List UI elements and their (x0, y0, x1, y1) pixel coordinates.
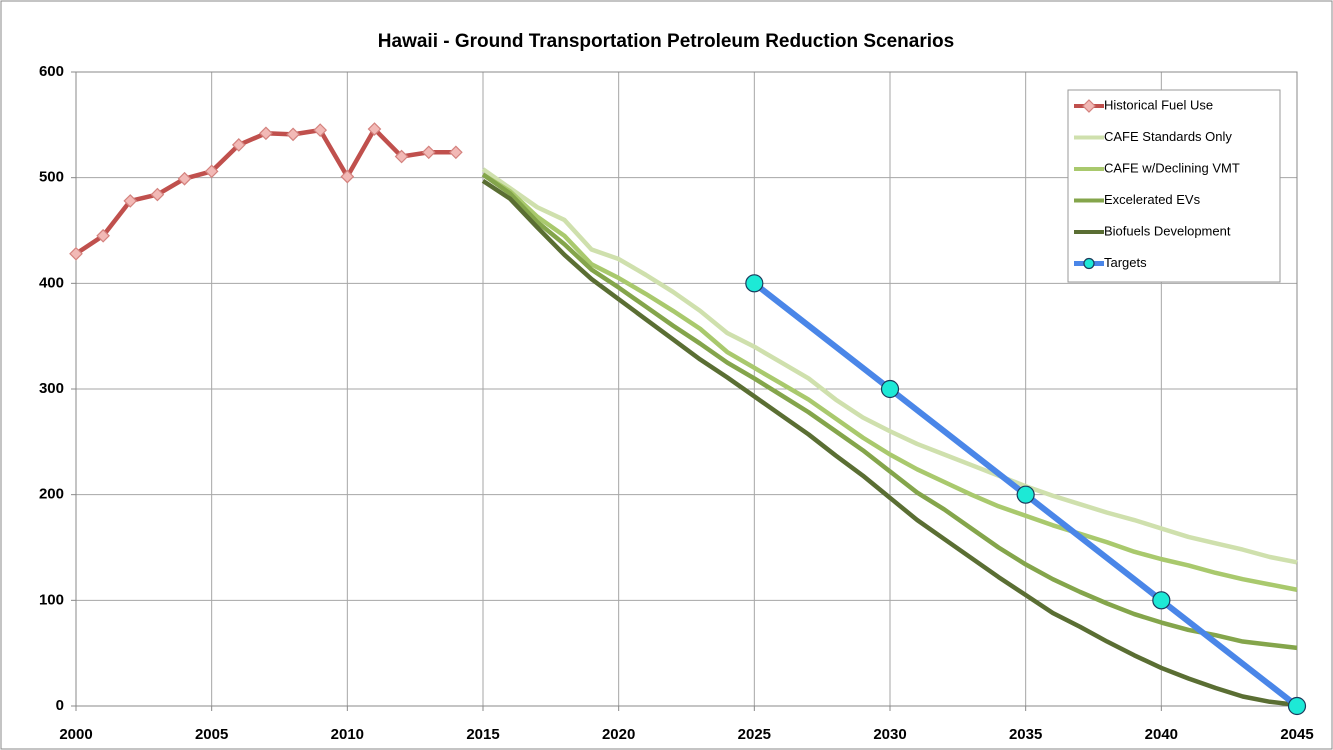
x-tick-label: 2040 (1145, 726, 1178, 743)
data-point (880, 379, 900, 399)
legend-label: CAFE Standards Only (1104, 129, 1232, 144)
series-line (481, 167, 1298, 565)
legend-label: Excelerated EVs (1104, 192, 1201, 207)
legend-label: Historical Fuel Use (1104, 97, 1213, 112)
y-tick-label: 100 (39, 591, 64, 608)
data-point (123, 194, 138, 208)
data-point (259, 126, 273, 141)
x-tick-label: 2035 (1009, 726, 1042, 743)
x-tick-label: 2020 (602, 726, 635, 743)
x-tick-label: 2045 (1280, 726, 1313, 743)
x-tick-label: 2025 (738, 726, 771, 743)
x-tick-label: 2015 (466, 726, 499, 743)
data-point (394, 149, 409, 164)
legend-box (1067, 89, 1281, 283)
data-point (96, 228, 110, 243)
plot-area (75, 71, 1298, 707)
data-point (1016, 485, 1035, 504)
data-point (367, 122, 382, 136)
data-point (340, 169, 355, 184)
data-point (150, 187, 165, 202)
chart-title: Hawaii - Ground Transportation Petroleum… (378, 31, 954, 52)
legend-label: Biofuels Development (1104, 223, 1231, 238)
series-line (481, 172, 1298, 651)
legend-label: Targets (1104, 255, 1147, 270)
data-point (313, 123, 328, 137)
data-point (204, 164, 219, 179)
y-tick-label: 0 (56, 697, 64, 714)
data-point (1287, 696, 1307, 716)
data-point (286, 127, 300, 142)
y-tick-label: 300 (39, 380, 64, 397)
legend-label: CAFE w/Declining VMT (1104, 160, 1240, 175)
data-point (745, 274, 764, 293)
legend-marker (1083, 257, 1095, 270)
x-tick-label: 2005 (195, 726, 228, 743)
x-tick-label: 2030 (873, 726, 906, 743)
x-tick-label: 2000 (59, 726, 92, 743)
y-tick-label: 400 (39, 274, 64, 291)
data-point (69, 246, 83, 261)
legend-marker (1082, 99, 1096, 113)
data-point (421, 145, 436, 160)
data-point (231, 138, 246, 152)
data-point (1152, 591, 1171, 610)
data-point (177, 171, 192, 186)
data-point (449, 145, 463, 160)
y-tick-label: 600 (39, 63, 64, 80)
y-tick-label: 500 (39, 169, 64, 186)
x-tick-label: 2010 (331, 726, 364, 743)
y-tick-label: 200 (39, 486, 64, 503)
series-line (481, 172, 1298, 592)
series-line (481, 178, 1298, 708)
